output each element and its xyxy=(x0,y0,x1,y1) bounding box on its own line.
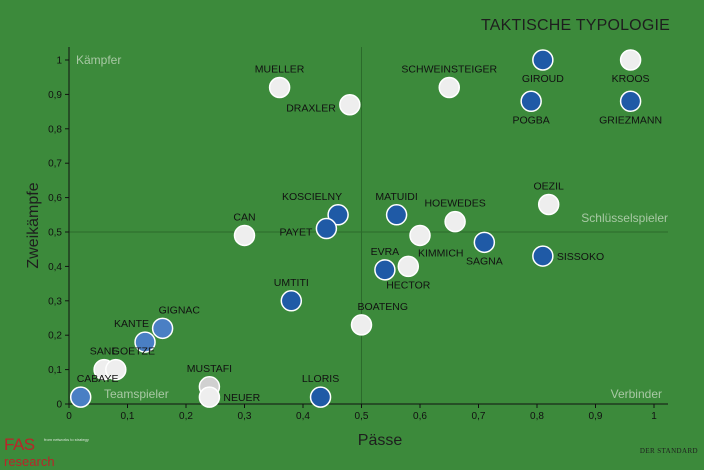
point-label-kante: KANTE xyxy=(114,318,149,330)
point-sagna xyxy=(473,231,496,254)
point-label-sissoko: SISSOKO xyxy=(557,251,604,263)
logo-research: research xyxy=(4,454,55,469)
point-label-mueller: MUELLER xyxy=(255,64,305,76)
point-kimmich xyxy=(409,224,431,247)
x-tick-label-0-4: 0,4 xyxy=(296,411,310,422)
point-cabaye xyxy=(69,386,92,408)
point-label-koscielny: KOSCIELNY xyxy=(282,191,342,203)
x-tick-label-0-7: 0,7 xyxy=(472,411,486,422)
x-tick-label-0-9: 0,9 xyxy=(589,411,603,422)
x-tick-label-1: 1 xyxy=(651,411,657,422)
x-axis-label: Pässe xyxy=(358,432,403,449)
x-tick-label-0-5: 0,5 xyxy=(355,411,369,422)
point-label-hector: HECTOR xyxy=(386,279,431,291)
point-evra xyxy=(374,259,396,281)
point-label-oezil: OEZIL xyxy=(534,180,565,192)
y-tick-label-1: 1 xyxy=(56,56,62,67)
point-label-goetze: GOETZE xyxy=(112,346,155,358)
point-griezmann xyxy=(619,90,642,113)
logo-fas: FAS xyxy=(4,435,35,454)
quadrant-label-verbinder: Verbinder xyxy=(611,387,662,401)
point-neuer xyxy=(198,386,221,408)
y-tick-label-0-7: 0,7 xyxy=(48,159,62,170)
point-label-kimmich: KIMMICH xyxy=(418,247,464,259)
point-lloris xyxy=(309,386,332,408)
point-draxler xyxy=(339,93,361,116)
y-tick-label-0-6: 0,6 xyxy=(48,193,62,204)
point-label-boateng: BOATENG xyxy=(358,301,409,313)
x-tick-label-0: 0 xyxy=(66,411,72,422)
y-tick-label-0-5: 0,5 xyxy=(48,228,62,239)
point-label-schweinsteiger: SCHWEINSTEIGER xyxy=(401,64,497,76)
x-tick-label-0-6: 0,6 xyxy=(413,411,427,422)
point-payet xyxy=(315,217,338,240)
y-tick-label-0-2: 0,2 xyxy=(48,331,62,342)
point-label-pogba: POGBA xyxy=(512,114,549,126)
fas-research-logo: FAS research from networks to strategy xyxy=(4,435,89,470)
point-boateng xyxy=(350,314,373,336)
point-sissoko xyxy=(532,245,554,267)
y-axis-label: Zweikämpfe xyxy=(25,182,42,268)
credit-der-standard: DER STANDARD xyxy=(639,447,698,455)
y-tick-label-0-9: 0,9 xyxy=(48,90,62,101)
point-pogba xyxy=(520,90,542,113)
point-label-umtiti: UMTITI xyxy=(274,277,309,289)
point-label-cabaye: CABAYE xyxy=(77,373,119,385)
y-tick-label-0-1: 0,1 xyxy=(48,365,62,376)
point-label-evra: EVRA xyxy=(371,246,400,258)
point-kante xyxy=(134,331,156,353)
point-label-payet: PAYET xyxy=(280,227,313,239)
point-gignac xyxy=(151,317,174,340)
y-tick-label-0-8: 0,8 xyxy=(48,124,62,135)
point-label-giroud: GIROUD xyxy=(522,73,564,85)
point-umtiti xyxy=(280,290,303,312)
point-goetze xyxy=(105,358,127,381)
x-tick-label-0-3: 0,3 xyxy=(238,411,252,422)
x-tick-label-0-2: 0,2 xyxy=(179,411,193,422)
point-label-neuer: NEUER xyxy=(223,392,260,404)
point-label-kroos: KROOS xyxy=(612,73,650,85)
x-tick-label-0-1: 0,1 xyxy=(121,411,135,422)
point-hector xyxy=(397,255,420,278)
point-label-griezmann: GRIEZMANN xyxy=(599,114,662,126)
page-title: TAKTISCHE TYPOLOGIE xyxy=(480,17,670,34)
scatter-chart: 0 0,1 0,2 0,3 0,4 0,5 0,6 0,7 0,8 0,9 1 0 0,1 0,2 0,3 0… xyxy=(25,47,668,449)
point-oezil xyxy=(537,193,560,216)
point-label-matuidi: MATUIDI xyxy=(375,191,417,203)
quadrant-label-teamspieler: Teamspieler xyxy=(104,387,169,401)
point-koscielny xyxy=(327,204,349,226)
point-label-gignac: GIGNAC xyxy=(159,304,201,316)
point-kroos xyxy=(619,49,642,71)
point-giroud xyxy=(532,49,554,71)
quadrant-label-kaempfer: Kämpfer xyxy=(76,53,121,67)
point-matuidi xyxy=(385,204,408,226)
point-label-draxler: DRAXLER xyxy=(286,103,336,115)
point-label-hoewedes: HOEWEDES xyxy=(424,198,485,210)
x-tick-label-0-8: 0,8 xyxy=(530,411,544,422)
point-label-sagna: SAGNA xyxy=(466,255,503,267)
y-tick-label-0-3: 0,3 xyxy=(48,296,62,307)
point-label-mustafi: MUSTAFI xyxy=(187,363,232,375)
quadrant-label-schluesselspieler: Schlüsselspieler xyxy=(581,211,668,225)
point-hoewedes xyxy=(444,210,466,233)
point-label-lloris: LLORIS xyxy=(302,373,339,385)
point-label-sane: SANE xyxy=(90,346,119,358)
y-tick-label-0-4: 0,4 xyxy=(48,262,62,273)
point-label-can: CAN xyxy=(233,211,255,223)
y-tick-label-0: 0 xyxy=(56,400,62,411)
point-schweinsteiger xyxy=(438,76,460,99)
logo-tagline: from networks to strategy xyxy=(44,437,89,442)
point-can xyxy=(233,224,256,247)
point-mueller xyxy=(268,76,291,99)
